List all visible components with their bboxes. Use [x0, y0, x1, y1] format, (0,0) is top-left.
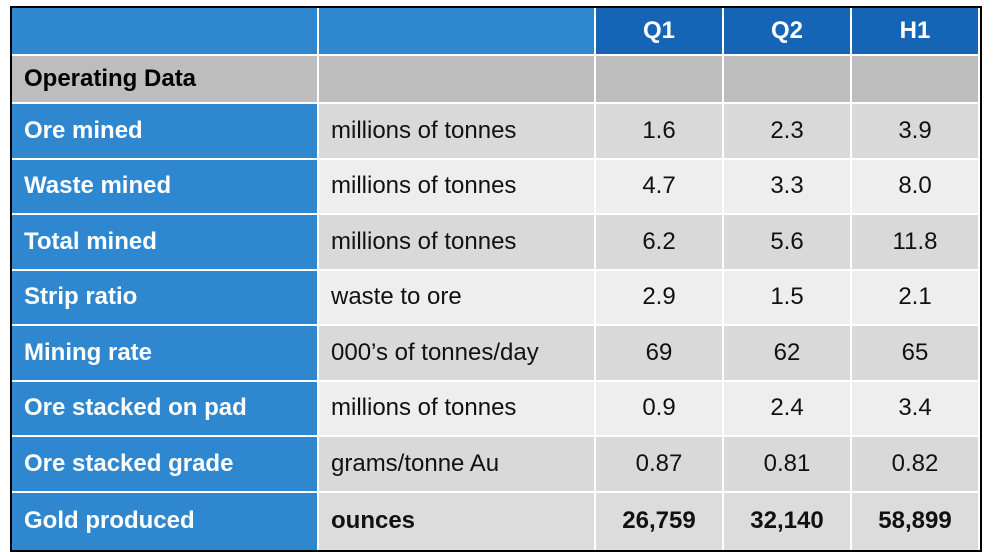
row-unit: waste to ore: [319, 270, 594, 324]
header-blank-unit: [319, 8, 594, 54]
row-unit: grams/tonne Au: [319, 437, 594, 491]
row-h1-value: 58,899: [852, 492, 978, 550]
row-q2-value: 0.81: [724, 437, 850, 491]
row-q1-value: 0.9: [596, 381, 722, 435]
section-blank-q2: [724, 56, 850, 102]
operating-data-table: Q1 Q2 H1 Operating Data Ore mined millio…: [10, 6, 982, 552]
row-label: Ore stacked on pad: [12, 381, 317, 435]
row-unit: 000’s of tonnes/day: [319, 326, 594, 380]
header-q1: Q1: [596, 8, 722, 54]
row-label: Gold produced: [12, 492, 317, 550]
row-q2-value: 2.3: [724, 104, 850, 158]
row-h1-value: 65: [852, 326, 978, 380]
row-q1-value: 1.6: [596, 104, 722, 158]
row-unit: millions of tonnes: [319, 159, 594, 213]
row-h1-value: 8.0: [852, 159, 978, 213]
header-blank-label: [12, 8, 317, 54]
row-q1-value: 26,759: [596, 492, 722, 550]
row-label: Waste mined: [12, 159, 317, 213]
section-blank-q1: [596, 56, 722, 102]
row-q2-value: 3.3: [724, 159, 850, 213]
row-q2-value: 32,140: [724, 492, 850, 550]
section-blank-unit: [319, 56, 594, 102]
header-q2: Q2: [724, 8, 850, 54]
row-h1-value: 3.4: [852, 381, 978, 435]
row-q2-value: 62: [724, 326, 850, 380]
row-q1-value: 69: [596, 326, 722, 380]
row-h1-value: 2.1: [852, 270, 978, 324]
row-q2-value: 5.6: [724, 215, 850, 269]
row-q1-value: 6.2: [596, 215, 722, 269]
header-h1: H1: [852, 8, 978, 54]
row-unit: millions of tonnes: [319, 381, 594, 435]
row-h1-value: 11.8: [852, 215, 978, 269]
row-unit: ounces: [319, 492, 594, 550]
row-q1-value: 0.87: [596, 437, 722, 491]
row-unit: millions of tonnes: [319, 104, 594, 158]
row-h1-value: 3.9: [852, 104, 978, 158]
row-label: Strip ratio: [12, 270, 317, 324]
row-label: Ore stacked grade: [12, 437, 317, 491]
row-q2-value: 2.4: [724, 381, 850, 435]
section-blank-h1: [852, 56, 978, 102]
row-q1-value: 4.7: [596, 159, 722, 213]
row-q2-value: 1.5: [724, 270, 850, 324]
row-label: Mining rate: [12, 326, 317, 380]
row-label: Total mined: [12, 215, 317, 269]
section-title: Operating Data: [12, 56, 317, 102]
row-label: Ore mined: [12, 104, 317, 158]
row-unit: millions of tonnes: [319, 215, 594, 269]
row-q1-value: 2.9: [596, 270, 722, 324]
row-h1-value: 0.82: [852, 437, 978, 491]
